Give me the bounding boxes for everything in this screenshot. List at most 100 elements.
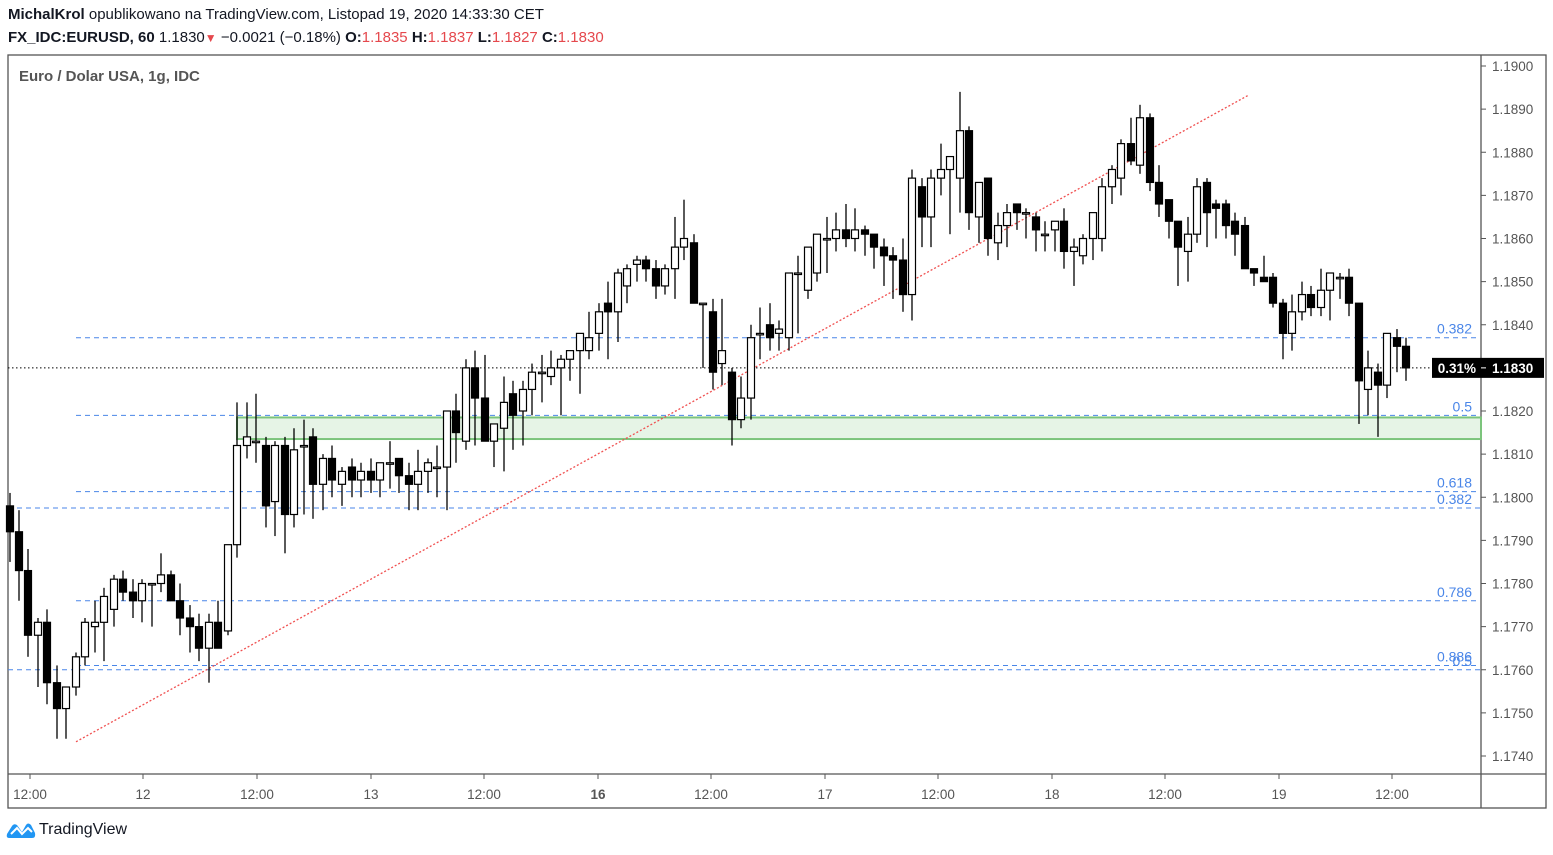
down-triangle-icon: ▼ — [204, 31, 217, 45]
price-change: −0.0021 (−0.18%) — [220, 29, 341, 46]
candle-up — [527, 371, 537, 391]
published-text: opublikowano na TradingView.com, Listopa… — [88, 6, 544, 23]
candle-up — [717, 350, 727, 365]
candle-down — [603, 302, 613, 313]
candle-up — [1069, 246, 1079, 253]
candle-up — [61, 686, 71, 710]
candle-down — [1059, 220, 1069, 253]
support-zone[interactable] — [236, 416, 1482, 441]
candle-up — [670, 246, 680, 270]
price-tick-label: 1.1860 — [1492, 232, 1533, 247]
open-label: O: — [345, 29, 362, 46]
trendline[interactable] — [75, 94, 1250, 743]
candle-down — [1126, 143, 1136, 162]
candle-up — [1192, 186, 1202, 235]
trendline-segment[interactable] — [75, 94, 1250, 743]
time-tick-label: 12:00 — [240, 787, 274, 802]
candle-up — [1183, 233, 1193, 253]
low-value: 1.1827 — [491, 29, 538, 46]
time-tick-label: 12:00 — [1375, 787, 1409, 802]
price-tick-label: 1.1820 — [1492, 404, 1533, 419]
candle-up — [907, 177, 917, 296]
candle-down — [261, 444, 271, 507]
candle-down — [917, 186, 927, 218]
candle-up — [1382, 332, 1392, 386]
candle-up — [80, 621, 90, 658]
author-name: MichalKrol — [8, 6, 85, 23]
candle-down — [480, 397, 490, 442]
support-zone-rect[interactable] — [236, 416, 1482, 441]
candle-down — [879, 246, 889, 257]
candle-up — [546, 367, 556, 378]
time-tick-label: 12:00 — [1148, 787, 1182, 802]
publish-header: MichalKrol opublikowano na TradingView.c… — [8, 6, 544, 23]
candle-up — [784, 272, 794, 339]
candle-up — [423, 462, 433, 472]
candle-down — [964, 130, 974, 214]
candle-down — [689, 242, 699, 304]
candle-down — [983, 177, 993, 240]
candle-up — [232, 444, 242, 546]
time-axis[interactable]: 12:00 12 12:00 13 12:00 16 12:00 17 12:00 18 12:00… — [13, 774, 1409, 802]
candle-down — [1164, 199, 1174, 222]
candle-down — [1259, 276, 1269, 283]
tradingview-cloud-icon — [6, 823, 36, 838]
candle-up — [831, 229, 841, 240]
fib-level-label: 0.886 — [1437, 648, 1472, 664]
candle-up — [537, 371, 547, 375]
candle-down — [175, 600, 185, 619]
fib-level-label: 0.618 — [1437, 475, 1472, 491]
price-tick-label: 1.1800 — [1492, 490, 1533, 505]
current-price-value: 1.1830 — [1492, 361, 1533, 376]
candle-up — [698, 302, 708, 306]
candle-up — [242, 436, 252, 447]
close-label: C: — [541, 29, 558, 46]
candle-up — [793, 272, 803, 276]
time-tick-label: 12 — [135, 787, 150, 802]
candle-down — [1012, 203, 1022, 214]
time-tick-label: 19 — [1271, 787, 1286, 802]
candle-down — [327, 457, 337, 481]
candle-down — [1154, 181, 1164, 205]
symbol-header: FX_IDC:EURUSD, 60 1.1830▼ −0.0021 (−0.18… — [8, 29, 604, 46]
candle-up — [1040, 233, 1050, 237]
candle-down — [194, 626, 204, 649]
brand-name: TradingView — [39, 821, 128, 838]
candle-down — [166, 574, 176, 602]
candle-down — [280, 444, 290, 516]
candle-up — [1316, 289, 1326, 309]
candle-up — [356, 470, 366, 481]
candle-up — [156, 574, 166, 585]
candle-up — [147, 582, 157, 586]
candle-up — [318, 457, 328, 485]
candle-down — [1240, 224, 1250, 270]
candle-down — [1373, 371, 1383, 386]
candle-down — [308, 436, 318, 485]
candle-up — [812, 233, 822, 274]
price-tick-label: 1.1750 — [1492, 706, 1533, 721]
panel-title: Euro / Dolar USA, 1g, IDC — [19, 68, 200, 85]
candle-down — [1202, 181, 1212, 214]
candle-up — [518, 388, 528, 412]
candlesticks — [5, 91, 1411, 739]
price-tick-label: 1.1880 — [1492, 145, 1533, 160]
open-value: 1.1835 — [361, 29, 408, 46]
close-value: 1.1830 — [557, 29, 604, 46]
candle-down — [765, 324, 775, 339]
candle-down — [5, 505, 15, 533]
tradingview-logo[interactable]: TradingView — [6, 820, 127, 840]
price-change-pct: 0.31% — [1438, 361, 1476, 376]
candle-down — [1230, 220, 1240, 235]
chart-frame — [7, 54, 1547, 809]
candle-up — [679, 237, 689, 248]
candle-up — [299, 444, 309, 448]
candle-down — [1031, 216, 1041, 231]
candle-up — [99, 595, 109, 623]
candle-down — [128, 591, 138, 602]
price-axis[interactable]: 1.1900 1.1890 1.1880 1.1870 1.1860 1.1850 1.18… — [1481, 59, 1533, 764]
candle-down — [727, 371, 737, 421]
price-tick-label: 1.1810 — [1492, 447, 1533, 462]
time-tick-label: 12:00 — [467, 787, 501, 802]
